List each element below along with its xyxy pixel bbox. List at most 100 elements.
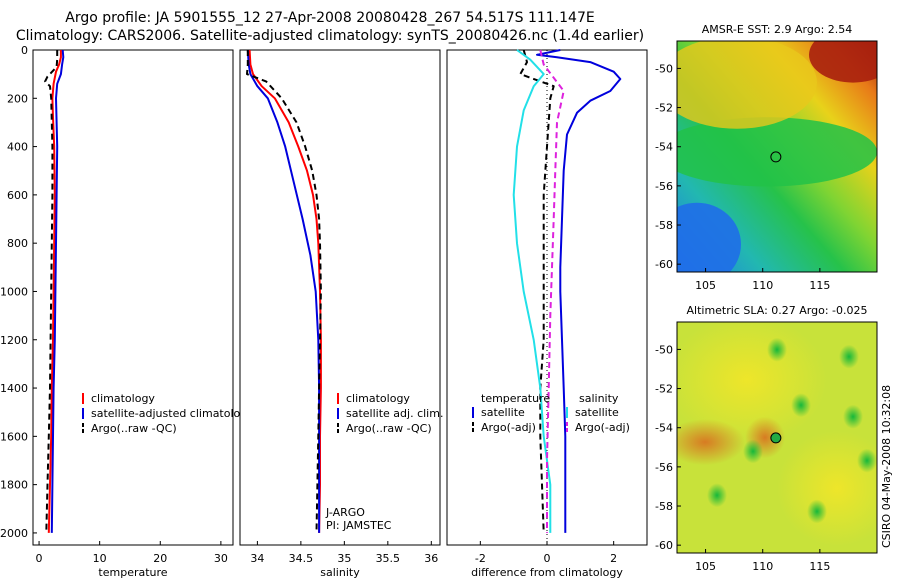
temperature-frame: [32, 49, 234, 546]
sla-low-eddy: [707, 483, 727, 508]
sla_map-xtick-label: 105: [695, 560, 716, 573]
sla_map-ytick-label: -52: [655, 383, 673, 396]
sst_map-float-marker: [770, 151, 782, 163]
sla_map-ytick-label: -58: [655, 500, 673, 513]
temperature-ytick-label: 200: [7, 92, 28, 105]
temperature-xlabel: temperature: [98, 566, 167, 579]
sst_map-xtick-label: 115: [809, 279, 830, 292]
sst_map-title: AMSR-E SST: 2.9 Argo: 2.54: [702, 23, 853, 36]
legend-group-label: temperature: [481, 392, 550, 405]
salinity-series-line: [248, 49, 322, 533]
figure-title-line2: Climatology: CARS2006. Satellite-adjuste…: [15, 28, 645, 44]
sla_map-title: Altimetric SLA: 0.27 Argo: -0.025: [687, 304, 868, 317]
salinity-xtick-label: 34.5: [289, 552, 314, 565]
sst_map-ytick-label: -60: [655, 258, 673, 271]
sla-low-eddy: [839, 344, 859, 369]
sst-warm-patch: [677, 41, 817, 129]
difference-series-line: [512, 49, 552, 533]
sla-high-patch: [677, 322, 827, 445]
temperature-ytick-label: 1200: [0, 334, 28, 347]
sst_map-frame: [676, 40, 878, 273]
difference-legend-label: satellite: [481, 406, 525, 419]
temperature-ytick-label: 1800: [0, 479, 28, 492]
sla-low-eddy: [791, 393, 811, 418]
difference-xlabel: difference from climatology: [471, 566, 623, 579]
sla-warm-eddy: [677, 419, 745, 466]
sst-cold-patch: [677, 202, 741, 272]
difference-xtick-label: 2: [610, 552, 617, 565]
temperature-ytick-label: 800: [7, 237, 28, 250]
sla_map-ytick-label: -50: [655, 343, 673, 356]
sla_map-xtick-label: 115: [809, 560, 830, 573]
sla-map-panel: Altimetric SLA: 0.27 Argo: -0.025 105 110 1…: [655, 304, 878, 573]
sst_map-ytick-label: -54: [655, 141, 673, 154]
temperature-xtick-label: 0: [36, 552, 43, 565]
difference-xtick-label: 0: [544, 552, 551, 565]
sst_map-field: [677, 41, 877, 272]
temperature-legend-label: climatology: [91, 392, 155, 405]
figure-title-line1: Argo profile: JA 5901555_12 27-Apr-2008 …: [65, 10, 595, 26]
salinity-legend-label: satellite adj. clim.: [346, 407, 443, 420]
legend-group-label: salinity: [579, 392, 619, 405]
sst_map-xtick-label: 110: [752, 279, 773, 292]
temperature-xtick-label: 10: [93, 552, 107, 565]
difference-xtick-label: -2: [475, 552, 486, 565]
difference-legend-label: Argo(-adj): [481, 421, 536, 434]
difference-series-line: [519, 49, 555, 533]
salinity-xtick-label: 35: [337, 552, 351, 565]
sla_map-ytick-label: -60: [655, 539, 673, 552]
salinity-panel: 34 34.5 35 35.5 36 salinity climatology satelli…: [239, 49, 443, 579]
sst_map-ytick-label: -50: [655, 62, 673, 75]
salinity-xtick-label: 36: [424, 552, 438, 565]
sla_map-field: [677, 322, 877, 553]
sla_map-ytick-label: -56: [655, 461, 673, 474]
temperature-legend-label: Argo(..raw -QC): [91, 422, 177, 435]
sla_map-ytick-label: -54: [655, 422, 673, 435]
temperature-ytick-label: 2000: [0, 527, 28, 540]
difference-legend-label: Argo(-adj): [575, 421, 630, 434]
sla-low-eddy: [843, 404, 863, 429]
sst-green-band: [677, 117, 877, 187]
temperature-xtick-label: 20: [153, 552, 167, 565]
temperature-ytick-label: 0: [21, 44, 28, 57]
temperature-series-line: [44, 50, 59, 533]
difference-series-line: [539, 49, 565, 533]
temperature-ytick-label: 1400: [0, 382, 28, 395]
temperature-series-line: [50, 49, 65, 533]
temperature-panel: 0 10 20 30 0 200 400 600 800 1000 1200 1400 1600 1800…: [0, 44, 254, 579]
salinity-xlabel: salinity: [320, 566, 360, 579]
salinity-series-line: [246, 50, 322, 533]
temperature-ytick-label: 1600: [0, 430, 28, 443]
temperature-xtick-label: 30: [214, 552, 228, 565]
salinity-xtick-label: 35.5: [376, 552, 401, 565]
sla-low-eddy: [767, 337, 787, 362]
sla-low-eddy: [743, 439, 763, 464]
difference-legend-label: satellite: [575, 406, 619, 419]
sst_map-ytick-label: -56: [655, 180, 673, 193]
sst-hot-patch: [809, 41, 877, 83]
salinity-annotation: PI: JAMSTEC: [326, 519, 392, 532]
salinity-annotation: J-ARGO: [325, 506, 365, 519]
salinity-legend-label: climatology: [346, 392, 410, 405]
temperature-legend-label: satellite-adjusted climatology: [91, 407, 254, 420]
salinity-legend-label: Argo(..raw -QC): [346, 422, 432, 435]
sla_map-float-marker: [770, 432, 782, 444]
sla-low-eddy: [857, 448, 877, 473]
difference-series-line: [536, 49, 622, 533]
sla-high-patch: [777, 430, 877, 547]
salinity-frame: [239, 49, 441, 546]
sst_map-xtick-label: 105: [695, 279, 716, 292]
temperature-series-line: [47, 50, 62, 533]
credit-label: CSIRO 04-May-2008 10:32:08: [880, 384, 893, 548]
salinity-series-line: [246, 49, 321, 533]
sla-low-eddy: [807, 499, 827, 524]
salinity-xtick-label: 34: [250, 552, 264, 565]
sla_map-xtick-label: 110: [752, 560, 773, 573]
temperature-ytick-label: 400: [7, 141, 28, 154]
sst_map-ytick-label: -58: [655, 219, 673, 232]
sst-map-panel: AMSR-E SST: 2.9 Argo: 2.54 105 110 115 -50 -5…: [655, 23, 878, 292]
sst_map-ytick-label: -52: [655, 102, 673, 115]
sla_map-frame: [676, 321, 878, 554]
